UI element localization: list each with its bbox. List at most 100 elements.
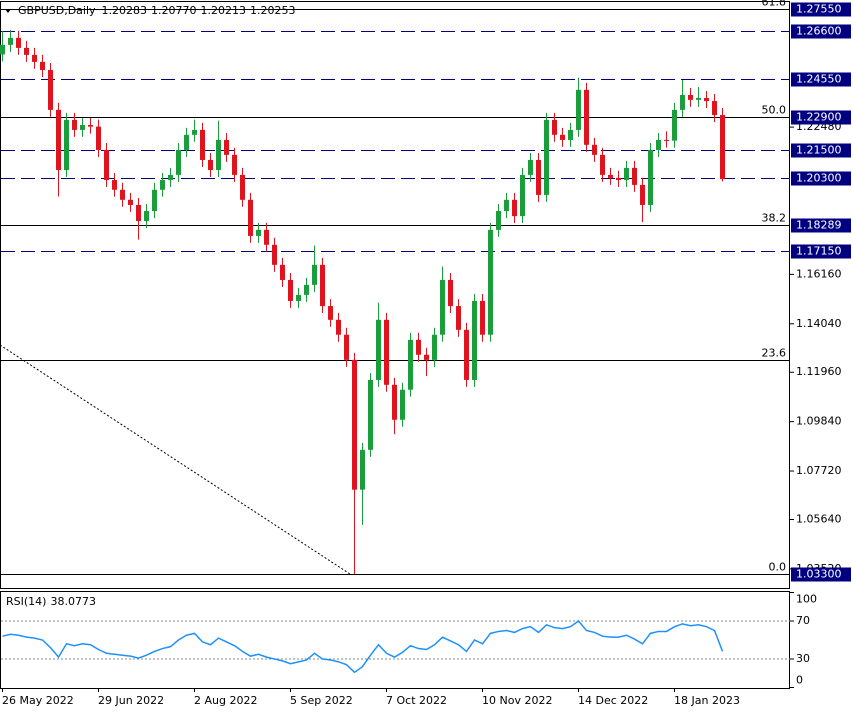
candle-body [352, 359, 357, 490]
x-tick-label: 7 Oct 2022 [386, 694, 447, 707]
candle-body [392, 384, 397, 420]
candle-body [144, 211, 149, 222]
price-box [791, 110, 851, 125]
rsi-panel-frame [0, 591, 790, 689]
price-box [791, 567, 851, 582]
candle-body [312, 264, 317, 285]
candle-body [576, 89, 581, 130]
candle-body [136, 204, 141, 222]
candle-body [56, 109, 61, 170]
price-box-label: 1.18289 [796, 219, 842, 232]
candle-body [240, 174, 245, 200]
fibo-level-label: 23.6 [762, 347, 787, 360]
candle-body [696, 97, 701, 100]
candle-body [120, 189, 125, 200]
price-box-label: 1.17150 [796, 245, 842, 258]
candle-body [232, 154, 237, 175]
candle-body [256, 229, 261, 236]
candle-body [320, 264, 325, 307]
candle-body [560, 134, 565, 140]
candle-body [248, 199, 253, 236]
y-tick-label: 1.07720 [796, 464, 842, 477]
symbol: GBPUSD,Daily [18, 4, 96, 17]
candle-body [176, 149, 181, 175]
price-box [791, 244, 851, 259]
candle-body [384, 319, 389, 385]
candle-body [160, 180, 165, 190]
candle-body [72, 119, 77, 130]
candle-body [624, 167, 629, 181]
candle-body [432, 334, 437, 360]
fibo-level-label: 50.0 [762, 104, 787, 117]
candle-body [216, 139, 221, 170]
rsi-y-tick-label: 100 [796, 593, 817, 606]
candle-body [88, 125, 93, 127]
candle-body [712, 101, 717, 116]
candle-body [376, 319, 381, 380]
candle-body [104, 149, 109, 181]
candle-body [128, 199, 133, 205]
rsi-title: RSI(14) 38.0773 [6, 595, 96, 608]
candle-body [280, 264, 285, 280]
candle-body [584, 89, 589, 145]
y-tick-label: 1.09840 [796, 415, 842, 428]
candle-body [488, 229, 493, 335]
candle-body [16, 37, 21, 48]
candle-body [304, 284, 309, 295]
candle-body [544, 119, 549, 195]
x-tick-label: 10 Nov 2022 [482, 694, 552, 707]
candle-body [0, 44, 5, 55]
chart-title: GBPUSD,Daily 1.20283 1.20770 1.20213 1.20253 [18, 4, 296, 17]
candle-body [360, 449, 365, 490]
candle-body [616, 177, 621, 181]
rsi-last: 38.0773 [50, 595, 96, 608]
y-tick-label: 1.11960 [796, 365, 842, 378]
main-panel-frame [0, 1, 790, 589]
candle-body [704, 97, 709, 102]
price-box-label: 1.03300 [796, 568, 842, 581]
candle-body [464, 329, 469, 380]
quote-open: 1.20283 [102, 4, 148, 17]
candle-body [8, 37, 13, 45]
price-box-label: 1.26600 [796, 25, 842, 38]
candle-body [152, 189, 157, 212]
rsi-y-tick-label: 70 [796, 614, 810, 627]
candle-body [80, 125, 85, 130]
candle-body [48, 70, 53, 110]
candle-body [448, 279, 453, 307]
candle-body [64, 119, 69, 170]
y-tick-label: 1.16160 [796, 267, 842, 280]
candle-body [400, 389, 405, 420]
quote-high: 1.20770 [151, 4, 197, 17]
fibo-level-label: 61.8 [762, 0, 787, 9]
candle-body [504, 199, 509, 212]
candle-body [344, 334, 349, 360]
trend-line [0, 344, 351, 575]
candle-body [568, 129, 573, 140]
x-tick-label: 14 Dec 2022 [578, 694, 648, 707]
rsi-y-tick-label: 0 [796, 674, 803, 687]
candle-body [672, 109, 677, 141]
candle-body [184, 134, 189, 150]
candle-body [368, 379, 373, 450]
candle-body [328, 306, 333, 320]
price-box-label: 1.24550 [796, 73, 842, 86]
candle-body [640, 184, 645, 205]
candle-body [688, 94, 693, 100]
candle-body [648, 149, 653, 205]
x-tick-label: 18 Jan 2023 [674, 694, 740, 707]
candle-body [592, 144, 597, 155]
y-tick-label: 1.14040 [796, 317, 842, 330]
price-box [791, 171, 851, 186]
candle-body [480, 300, 485, 335]
quote-low: 1.20213 [201, 4, 247, 17]
x-tick-label: 29 Jun 2022 [98, 694, 164, 707]
fibo-level-label: 0.0 [769, 561, 787, 574]
candle-body [296, 294, 301, 301]
candle-body [264, 229, 269, 245]
rsi-name: RSI(14) [6, 595, 46, 608]
candle-body [720, 115, 725, 180]
price-box [791, 2, 851, 17]
